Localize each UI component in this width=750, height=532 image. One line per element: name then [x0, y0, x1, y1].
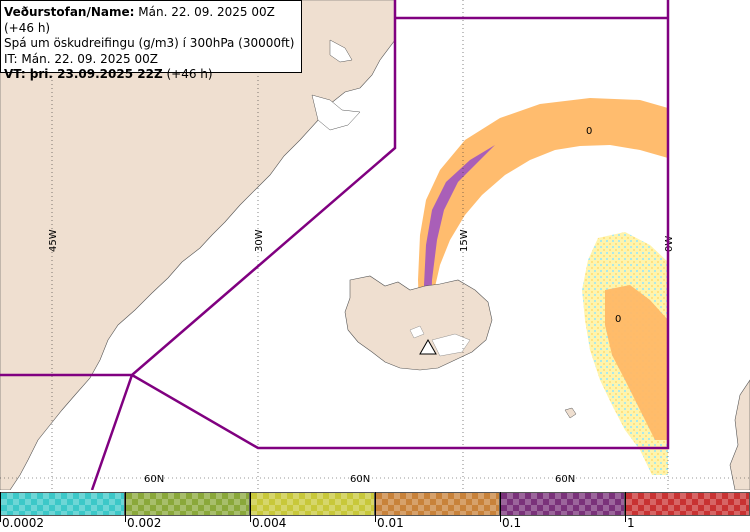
legend-swatch [625, 492, 750, 516]
ash-plume-medium-east [605, 285, 668, 440]
legend-swatch [0, 492, 125, 516]
legend-tick-label: 0.0002 [2, 516, 44, 530]
legend-tick-label: 0.002 [127, 516, 162, 530]
contour-label: 0 [586, 126, 592, 137]
info-line-2: Spá um öskudreifingu (g/m3) í 300hPa (30… [4, 36, 295, 50]
legend-tick-label: 0.004 [252, 516, 287, 530]
legend-tick [250, 492, 251, 522]
volcano-marker [419, 338, 437, 355]
lon-label-45w: 45W [48, 229, 59, 252]
greenland-fjord [311, 94, 361, 131]
legend-tick-label: 0.01 [377, 516, 404, 530]
greenland-land [0, 0, 396, 490]
contour-label: 0 [615, 314, 621, 325]
legend-tick [625, 492, 626, 522]
concentration-legend: 0.0002 0.002 0.004 0.01 0.1 1 [0, 490, 750, 532]
legend-swatch [250, 492, 375, 516]
forecast-info-box: Veðurstofan/Name: Mán. 22. 09. 2025 00Z … [0, 0, 302, 81]
legend-swatch [375, 492, 500, 516]
lon-label-15w: 15W [459, 229, 470, 252]
lat-label-60n: 60N [555, 474, 575, 485]
lon-label-0w: 0W [664, 236, 675, 252]
legend-tick-label: 0.1 [502, 516, 522, 530]
legend-tick [0, 492, 1, 522]
lon-label-30w: 30W [254, 229, 265, 252]
legend-tick [125, 492, 126, 522]
legend-swatch [125, 492, 250, 516]
legend-tick [500, 492, 501, 522]
vatnajokull-glacier [431, 333, 471, 357]
ash-forecast-map: 45W 30W 15W 0W 60N 60N 60N 0 0 [0, 0, 750, 490]
faroe-islands [564, 407, 577, 419]
langjokull-glacier [409, 325, 425, 339]
greenland-fjord [329, 39, 353, 63]
norway-land [729, 379, 750, 490]
legend-swatch [500, 492, 625, 516]
lat-label-60n: 60N [144, 474, 164, 485]
lat-label-60n: 60N [350, 474, 370, 485]
iceland-land [344, 275, 493, 371]
legend-tick [375, 492, 376, 522]
info-line-1: Veðurstofan/Name: Mán. 22. 09. 2025 00Z … [4, 5, 275, 35]
info-line-4: VT: þri. 23.09.2025 22Z (+46 h) [4, 67, 213, 81]
ash-plume-high [424, 145, 495, 335]
info-line-3: IT: Mán. 22. 09. 2025 00Z [4, 51, 158, 66]
fir-boundary [0, 0, 670, 490]
legend-tick-label: 1 [627, 516, 635, 530]
